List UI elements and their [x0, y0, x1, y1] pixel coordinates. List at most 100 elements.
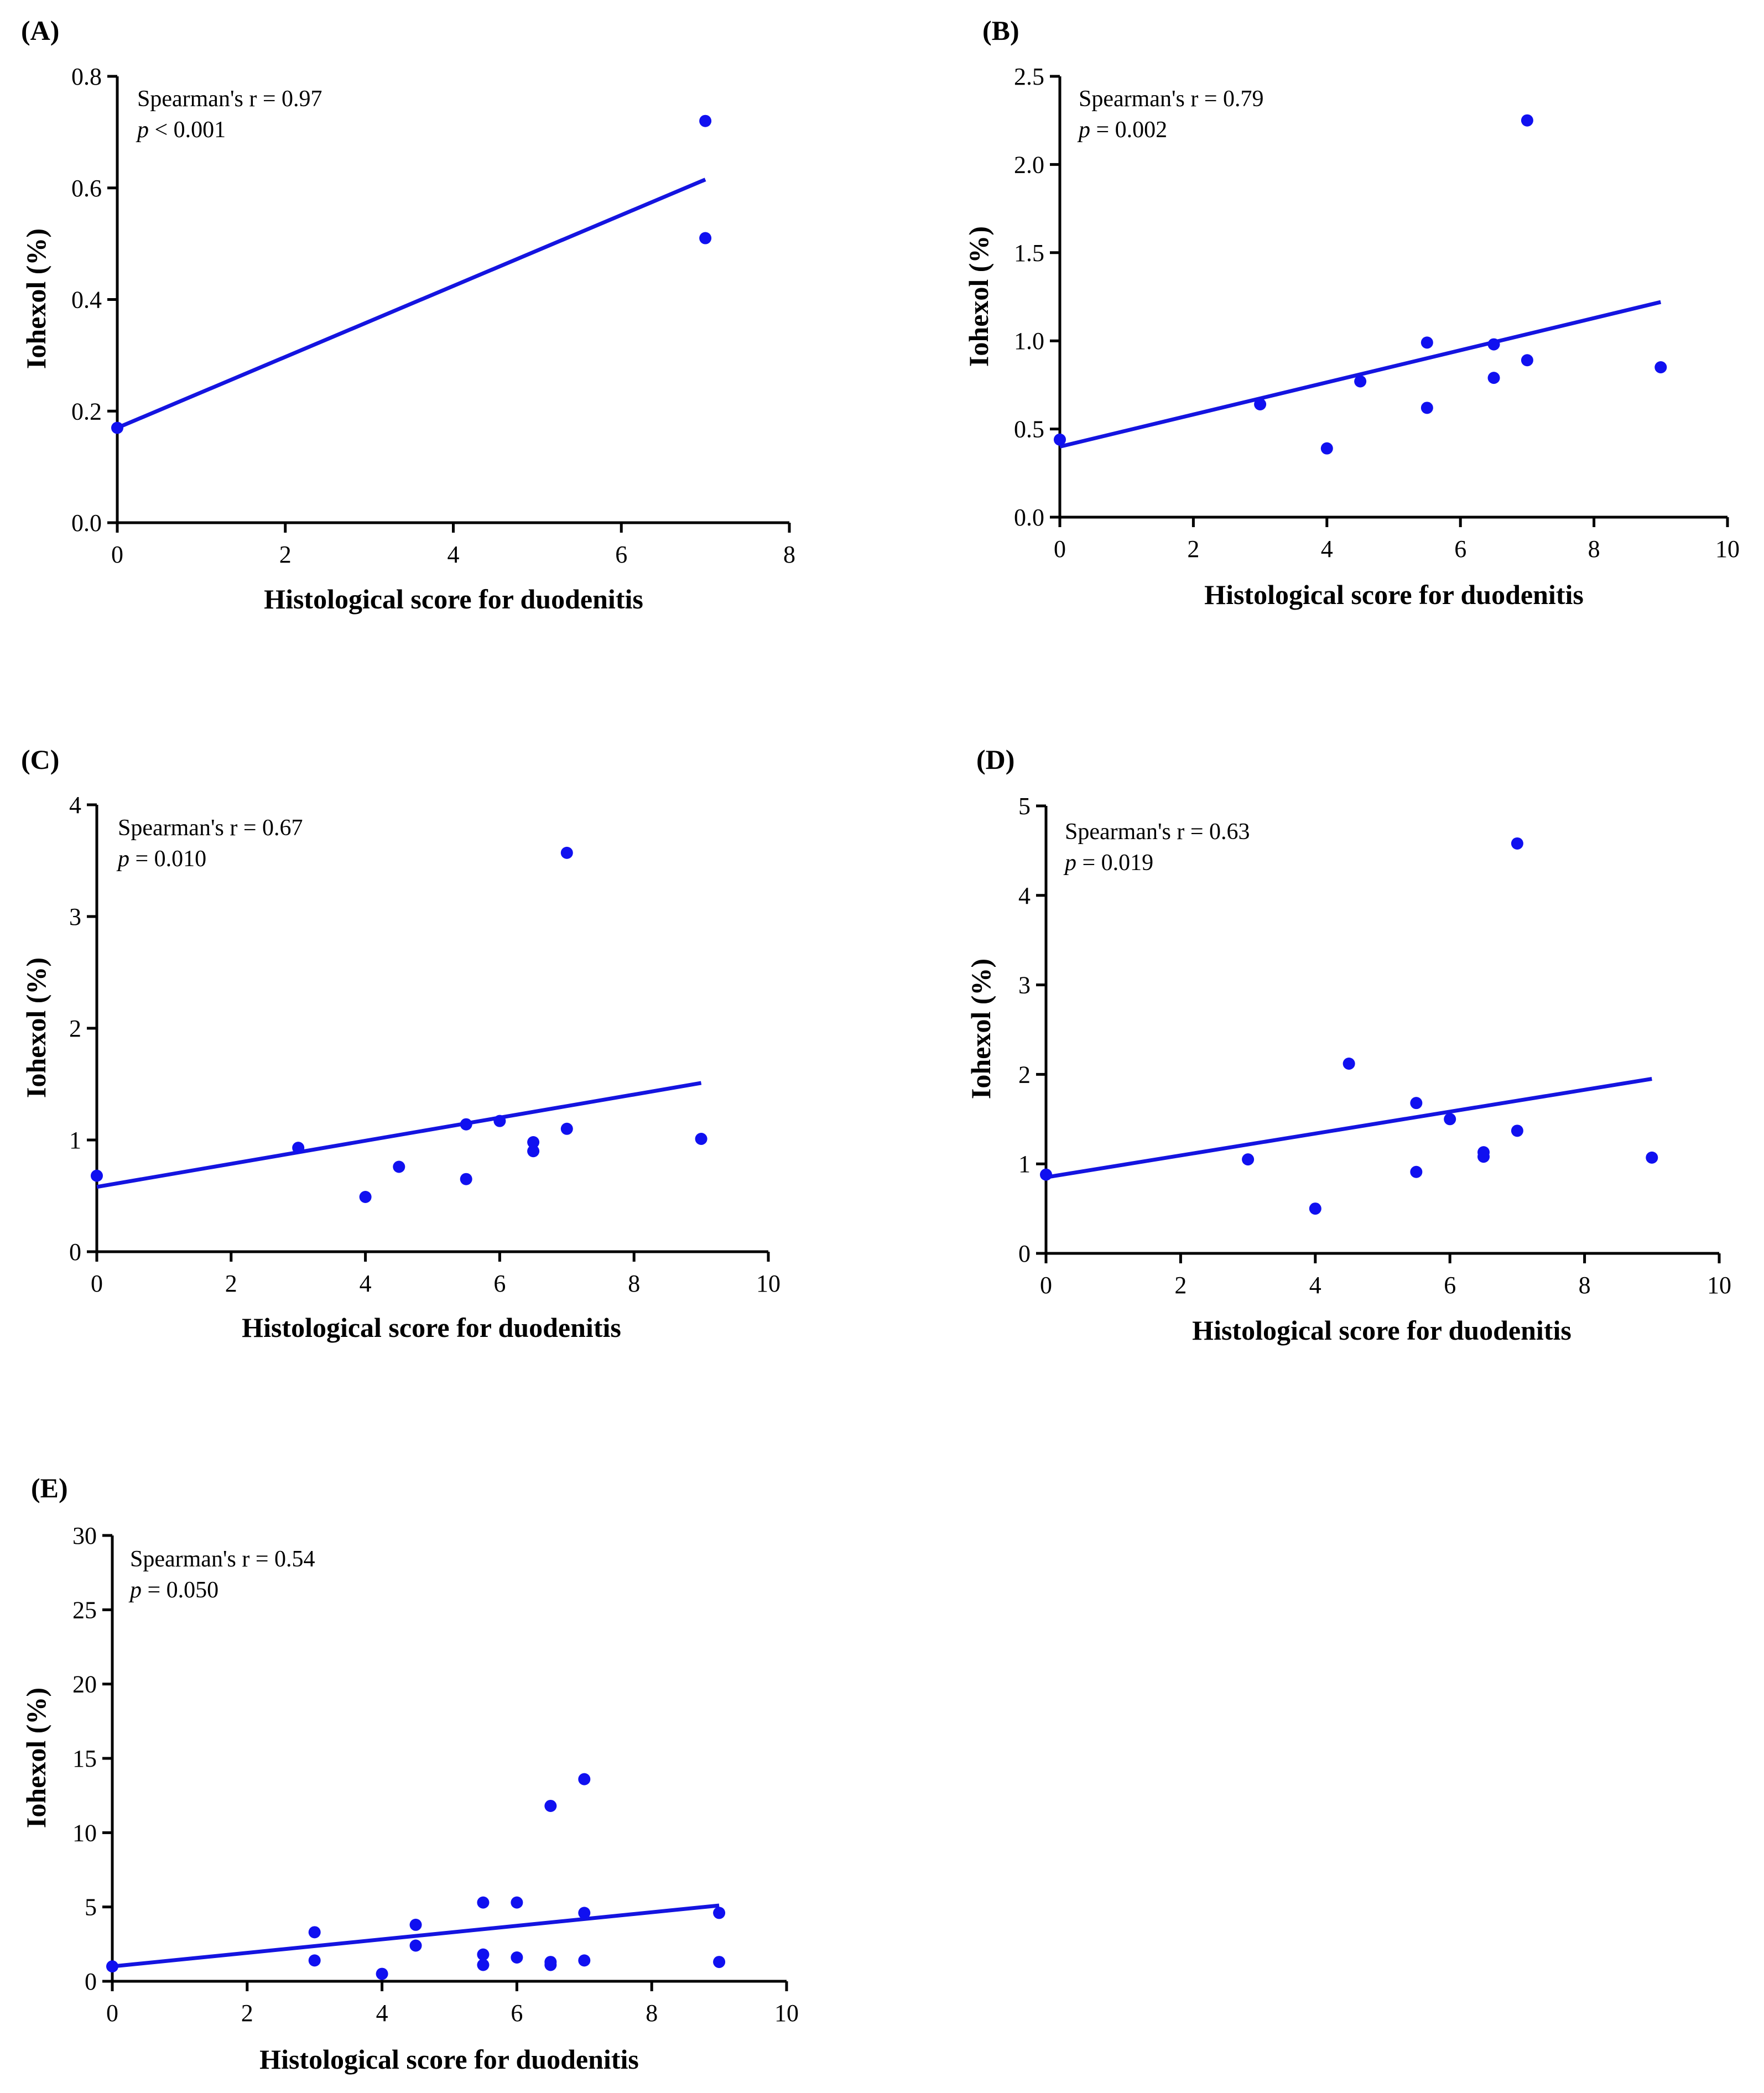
data-point — [713, 1907, 726, 1919]
y-tick-label: 5 — [85, 1894, 97, 1921]
data-point — [1410, 1097, 1423, 1110]
spearman-r: Spearman's r = 0.97 — [137, 86, 322, 112]
p-letter: p — [128, 1577, 142, 1603]
y-tick-label: 0.6 — [71, 175, 102, 202]
y-tick-label: 0 — [85, 1968, 97, 1995]
x-tick-label: 10 — [756, 1270, 780, 1297]
y-tick-label: 0.0 — [71, 509, 102, 537]
p-letter: p — [1063, 850, 1076, 876]
data-point — [713, 1956, 726, 1969]
data-point — [477, 1896, 490, 1909]
data-point — [493, 1115, 506, 1127]
x-tick-label: 6 — [1454, 535, 1466, 563]
data-point — [1646, 1151, 1658, 1164]
panel-label: (D) — [976, 744, 1014, 775]
y-tick-label: 3 — [1018, 972, 1031, 999]
data-point — [1521, 354, 1533, 367]
y-axis-title: Iohexol (%) — [20, 957, 51, 1098]
p-letter: p — [136, 117, 149, 143]
p-value: p = 0.002 — [1077, 117, 1167, 143]
panel-label: (C) — [21, 744, 59, 775]
y-tick-label: 4 — [1018, 882, 1031, 909]
regression-line — [1059, 300, 1662, 449]
p-letter: p — [116, 846, 129, 872]
panel-label: (A) — [21, 15, 59, 46]
y-tick-label: 5 — [1018, 793, 1031, 820]
y-tick-label: 1.5 — [1014, 240, 1044, 267]
x-tick-label: 10 — [774, 2000, 799, 2027]
data-point — [699, 114, 712, 127]
y-tick-label: 1 — [1018, 1150, 1031, 1178]
panel-a: 0 2 4 6 8 0.0 0.2 0.4 0.6 0.8 (A) Spearman's r = 0.… — [20, 15, 795, 615]
x-tick-label: 8 — [628, 1270, 640, 1297]
data-point — [308, 1954, 321, 1967]
p-value-text: = 0.002 — [1090, 117, 1167, 143]
y-tick-label: 30 — [72, 1522, 97, 1549]
data-point — [1342, 1057, 1355, 1070]
x-tick-label: 10 — [1715, 535, 1740, 563]
data-point — [91, 1169, 103, 1182]
x-tick-label: 6 — [493, 1270, 506, 1297]
x-tick-label: 4 — [376, 2000, 388, 2027]
y-tick-label: 3 — [69, 903, 81, 930]
data-point — [477, 1959, 490, 1971]
p-value: p = 0.019 — [1063, 850, 1153, 876]
data-point — [111, 421, 123, 434]
data-point — [292, 1142, 305, 1154]
y-tick-label: 0.0 — [1014, 504, 1044, 531]
data-point — [376, 1967, 388, 1980]
data-point — [1511, 837, 1523, 850]
y-tick-label: 0.4 — [71, 287, 102, 314]
data-point — [308, 1926, 321, 1939]
p-letter: p — [1077, 117, 1090, 143]
data-point — [1521, 114, 1533, 127]
data-point — [527, 1145, 540, 1158]
data-point — [511, 1951, 523, 1964]
data-point — [560, 846, 573, 859]
data-point — [1420, 336, 1433, 349]
p-value-text: = 0.050 — [142, 1577, 218, 1603]
y-tick-label: 2 — [69, 1015, 81, 1042]
data-point — [1254, 398, 1267, 410]
y-axis-title: Iohexol (%) — [20, 1688, 51, 1828]
data-point — [1444, 1113, 1456, 1126]
y-axis-title: Iohexol (%) — [20, 228, 51, 369]
x-tick-label: 0 — [106, 2000, 118, 2027]
x-tick-label: 0 — [1040, 1272, 1052, 1299]
panel-label: (E) — [31, 1472, 68, 1503]
data-point — [1477, 1150, 1490, 1163]
data-point — [527, 1136, 540, 1149]
data-point — [1354, 375, 1367, 388]
p-value-text: < 0.001 — [149, 117, 226, 143]
data-point — [544, 1799, 557, 1812]
p-value: p < 0.001 — [136, 117, 226, 143]
panel-label: (B) — [982, 15, 1019, 46]
x-axis-title: Histological score for duodenitis — [264, 584, 643, 615]
data-point — [1511, 1124, 1523, 1137]
data-point — [409, 1939, 422, 1952]
x-tick-label: 6 — [615, 541, 627, 568]
y-tick-label: 20 — [72, 1671, 97, 1698]
y-tick-label: 1.0 — [1014, 327, 1044, 355]
x-axis-title: Histological score for duodenitis — [1192, 1315, 1572, 1346]
data-point — [460, 1173, 472, 1185]
x-tick-label: 8 — [1588, 535, 1600, 563]
y-tick-label: 15 — [72, 1745, 97, 1772]
y-tick-label: 0.2 — [71, 398, 102, 425]
data-point — [1309, 1202, 1321, 1215]
p-value-text: = 0.019 — [1076, 850, 1153, 876]
data-point — [1487, 338, 1500, 351]
data-point — [578, 1773, 591, 1785]
p-value-text: = 0.010 — [129, 846, 206, 872]
data-point — [1487, 372, 1500, 384]
regression-line — [112, 1903, 720, 1969]
x-tick-label: 2 — [225, 1270, 237, 1297]
x-tick-label: 8 — [1579, 1272, 1591, 1299]
x-tick-label: 2 — [1187, 535, 1199, 563]
data-point — [511, 1896, 523, 1909]
y-tick-label: 0.5 — [1014, 416, 1044, 443]
data-point — [1320, 442, 1333, 455]
data-point — [560, 1122, 573, 1135]
x-tick-label: 6 — [511, 2000, 523, 2027]
